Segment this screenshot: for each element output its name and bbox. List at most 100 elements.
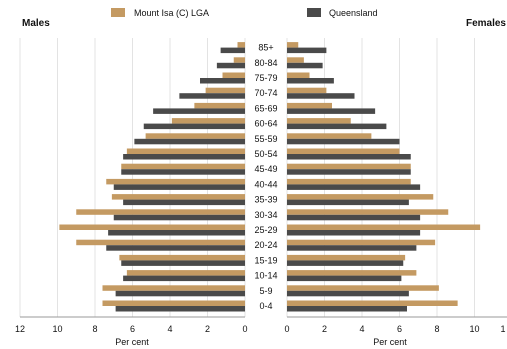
x-tick-label-right: 0 xyxy=(284,324,289,334)
age-group-label: 40-44 xyxy=(254,179,277,189)
bar-male-queensland xyxy=(216,62,245,69)
age-group-labels: 85+ 80-84 75-79 70-74 65-69 60-64 55-59 50-54 45… xyxy=(254,43,277,311)
bar-female-mount-isa xyxy=(287,270,417,276)
bar-male-queensland xyxy=(220,47,245,54)
bar-female-mount-isa xyxy=(287,148,400,154)
bar-male-queensland xyxy=(121,169,245,175)
x-tick-label-right: 10 xyxy=(469,324,479,334)
bar-female-mount-isa xyxy=(287,133,372,139)
age-group-label: 0-4 xyxy=(259,301,272,311)
age-group-label: 70-74 xyxy=(254,88,277,98)
bar-male-mount-isa xyxy=(171,118,245,124)
x-tick-label-right: 2 xyxy=(322,324,327,334)
x-tick-label-left: 12 xyxy=(15,324,25,334)
bar-male-mount-isa xyxy=(222,72,245,78)
legend-label-mount-isa: Mount Isa (C) LGA xyxy=(134,8,209,18)
x-tick-label-left: 8 xyxy=(92,324,97,334)
x-tick-label-left: 10 xyxy=(52,324,62,334)
bar-male-queensland xyxy=(115,306,245,312)
bar-male-mount-isa xyxy=(126,148,245,154)
right-x-axis-label: Per cent xyxy=(373,337,407,347)
bar-female-mount-isa xyxy=(287,300,458,306)
bar-male-queensland xyxy=(123,275,245,282)
x-tick-label-right: 4 xyxy=(359,324,364,334)
bar-female-mount-isa xyxy=(287,42,299,48)
bar-female-queensland xyxy=(287,78,334,84)
bar-male-queensland xyxy=(123,199,245,206)
age-group-label: 80-84 xyxy=(254,58,277,68)
bar-male-mount-isa xyxy=(106,178,245,185)
age-group-label: 5-9 xyxy=(259,286,272,296)
bar-female-queensland xyxy=(287,169,411,175)
bar-female-queensland xyxy=(287,184,421,190)
bar-female-queensland xyxy=(287,290,409,297)
left-x-axis-label: Per cent xyxy=(115,337,149,347)
bar-male-mount-isa xyxy=(237,42,245,48)
bar-female-queensland xyxy=(287,230,421,236)
age-group-label: 75-79 xyxy=(254,73,277,83)
bar-male-queensland xyxy=(115,290,245,297)
age-group-label: 55-59 xyxy=(254,134,277,144)
bar-female-queensland xyxy=(287,245,417,251)
bar-male-queensland xyxy=(113,214,245,221)
x-tick-label-right: 8 xyxy=(434,324,439,334)
tick-labels: 12 10 8 6 4 2 0 0 2 4 6 8 10 1 xyxy=(15,324,506,334)
bar-female-mount-isa xyxy=(287,209,449,215)
age-group-label: 60-64 xyxy=(254,119,277,129)
age-group-label: 85+ xyxy=(258,43,273,53)
bar-female-queensland xyxy=(287,214,421,221)
bar-female-queensland xyxy=(287,138,400,145)
x-tick-label-right: 1 xyxy=(500,324,505,334)
bar-male-queensland xyxy=(134,138,245,145)
bar-male-queensland xyxy=(200,78,245,84)
bar-female-mount-isa xyxy=(287,224,481,230)
bar-female-mount-isa xyxy=(287,194,434,200)
bar-male-mount-isa xyxy=(145,133,245,139)
bar-male-mount-isa xyxy=(205,87,245,94)
bar-female-queensland xyxy=(287,123,387,130)
x-tick-label-right: 6 xyxy=(397,324,402,334)
bar-male-queensland xyxy=(143,123,245,130)
bar-female-mount-isa xyxy=(287,102,332,109)
legend-label-queensland: Queensland xyxy=(329,8,378,18)
legend-swatch-mount-isa xyxy=(111,8,125,17)
age-group-label: 45-49 xyxy=(254,164,277,174)
bar-female-queensland xyxy=(287,260,404,266)
bar-female-queensland xyxy=(287,93,355,99)
bar-male-mount-isa xyxy=(102,300,245,306)
x-tick-label-left: 0 xyxy=(242,324,247,334)
age-group-label: 10-14 xyxy=(254,271,277,281)
bar-female-queensland xyxy=(287,275,402,282)
bar-male-mount-isa xyxy=(126,270,245,276)
bar-female-mount-isa xyxy=(287,118,351,124)
bar-female-mount-isa xyxy=(287,239,436,246)
x-tick-label-left: 4 xyxy=(167,324,172,334)
bar-male-mount-isa xyxy=(102,285,245,291)
bar-male-queensland xyxy=(113,184,245,190)
bar-female-queensland xyxy=(287,47,327,54)
bar-male-queensland xyxy=(179,93,245,99)
legend-swatch-queensland xyxy=(307,8,321,17)
bar-male-mount-isa xyxy=(194,102,245,109)
bar-female-mount-isa xyxy=(287,285,439,291)
age-group-label: 35-39 xyxy=(254,195,277,205)
bar-male-mount-isa xyxy=(76,239,245,246)
bar-female-mount-isa xyxy=(287,57,304,63)
bar-female-queensland xyxy=(287,154,411,160)
bar-male-mount-isa xyxy=(59,224,245,230)
bar-female-mount-isa xyxy=(287,87,327,94)
bar-male-queensland xyxy=(123,154,245,160)
bar-male-mount-isa xyxy=(233,57,245,63)
bar-female-mount-isa xyxy=(287,163,411,170)
bar-female-queensland xyxy=(287,306,407,312)
bar-male-mount-isa xyxy=(119,254,245,261)
age-group-label: 15-19 xyxy=(254,255,277,265)
bar-male-mount-isa xyxy=(121,163,245,170)
bar-male-queensland xyxy=(106,245,245,251)
x-tick-label-left: 6 xyxy=(130,324,135,334)
bar-female-mount-isa xyxy=(287,72,310,78)
left-title: Males xyxy=(22,18,50,29)
bar-male-mount-isa xyxy=(76,209,245,215)
x-tick-label-left: 2 xyxy=(205,324,210,334)
